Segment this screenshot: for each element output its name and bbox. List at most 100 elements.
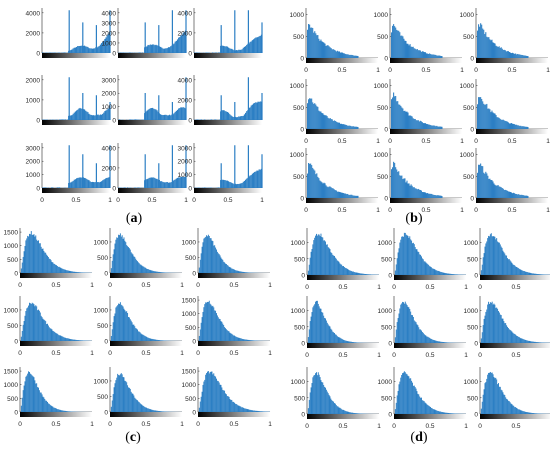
d-r2c0-bar [336, 406, 338, 414]
c-r0c1-bar [149, 269, 151, 273]
d-r0c0-bar [309, 257, 311, 275]
d-r0c0-bar [365, 274, 367, 275]
c-r0c2-bar [207, 236, 208, 273]
a-r2c1-bar [170, 182, 172, 188]
c-r0c1-bar [124, 240, 126, 273]
d-r1c1-bar [398, 313, 400, 343]
d-r0c0-bar [327, 247, 329, 275]
b-r0c2-bar [513, 53, 515, 58]
b-r0c1-bar [437, 55, 439, 58]
b-r0c1-ytick-label: 500 [377, 34, 388, 41]
b-r0c1-bar [404, 40, 406, 58]
d-r1c0-bar [342, 339, 344, 343]
d-r2c0-bar [338, 407, 340, 414]
d-r0c0-ytick-label: 0 [301, 273, 305, 280]
d-r0c2-bar [483, 253, 485, 275]
a-r0c0-bar [80, 45, 82, 53]
a-r2c1-spike [185, 145, 187, 188]
b-r1c2-bar [506, 121, 508, 129]
a-r1c1-bar [164, 114, 166, 120]
d-r0c0-bar [343, 267, 345, 275]
a-r2c2-bar [251, 173, 253, 188]
a-r2c0-bar [83, 177, 86, 188]
a-r1c2-bar [214, 119, 216, 120]
b-r2c1-bar [393, 161, 395, 198]
a-r0c0-gray-ramp [42, 53, 110, 58]
d-r1c0-bar [308, 329, 310, 343]
d-r1c2-bar [540, 342, 542, 343]
b-r1c2-xtick-label: 0.5 [507, 138, 516, 145]
d-r0c2-bar [484, 246, 486, 275]
c-r2c1-bar [155, 410, 156, 412]
c-r2c0-bar [64, 410, 66, 412]
d-r2c2-bar [523, 411, 525, 414]
a-r2c1-bar [166, 182, 168, 188]
d-r1c0-bar [334, 332, 335, 343]
d-r0c0-bar [316, 235, 318, 275]
d-r1c1-bar [412, 316, 414, 343]
c-r0c2-bar [224, 262, 226, 273]
b-r1c2-bar [480, 97, 482, 129]
d-r2c1-bar [447, 412, 449, 414]
c-r1c1-bar [119, 302, 121, 341]
b-r2c2-ytick-label: 500 [463, 174, 474, 181]
c-r2c1-bar [144, 406, 146, 412]
d-r0c2-bar [523, 271, 525, 275]
c-r2c1-bar [121, 374, 123, 412]
c-r0c1-bar [111, 260, 113, 273]
c-r0c2-ytick-label: 500 [185, 255, 196, 262]
c-r0c2-xtick-label: 0.5 [229, 282, 238, 289]
c-r1c1-bar [123, 308, 125, 341]
b-r0c0-bar [323, 42, 325, 58]
a-r2c2-bar [231, 182, 233, 188]
b-r2c2-bar [481, 165, 483, 198]
c-r2c0-bar [53, 407, 55, 412]
b-r0c0-bar [313, 32, 315, 58]
c-r1c1-bar [163, 340, 165, 341]
c-r2c0-bar [45, 400, 47, 412]
d-r2c1-bar [411, 380, 413, 414]
d-r2c1-bar [445, 412, 447, 414]
a-r2c0-bar [72, 180, 74, 188]
d-r0c1-bar [450, 273, 452, 275]
d-r2c1-bar [421, 400, 423, 414]
c-r1c1-bar [139, 332, 141, 341]
c-r1c0-bar [74, 339, 75, 341]
c-r0c0-bar [31, 234, 33, 273]
c-r2c1-bar [137, 400, 138, 412]
b-r0c2-bar [495, 45, 497, 58]
c-r1c1-bar [141, 334, 143, 341]
d-r1c1-bar [413, 320, 415, 343]
a-r0c0-spike [109, 10, 111, 53]
c-r2c0-bar [28, 371, 30, 412]
b-r0c2-xtick-label: 1 [546, 67, 550, 74]
b-r2c0-bar [324, 183, 326, 198]
a-r0c2-bar [252, 39, 255, 53]
d-r0c2-bar [494, 236, 496, 275]
a-r0c2-bar [254, 38, 256, 53]
d-r0c1-bar [417, 251, 419, 275]
d-r1c1-bar [406, 305, 408, 343]
d-r1c1-bar [445, 342, 447, 343]
a-r1c2-bar [204, 119, 206, 120]
d-r2c1-bar [399, 381, 401, 414]
b-r1c2-ytick-label: 1000 [460, 83, 475, 90]
d-r0c1-bar [401, 236, 403, 275]
c-r1c1-bar [159, 340, 161, 341]
a-r2c1-bar [152, 177, 154, 188]
b-r1c0-bar [345, 124, 347, 129]
b-r1c0-bar [334, 120, 336, 129]
c-r1c2-gray-ramp [198, 341, 270, 346]
a-r1c0-bar [86, 111, 88, 120]
c-r0c2-gray-ramp [198, 273, 270, 278]
c-r0c0-bar [56, 265, 57, 273]
d-r1c1-bar [401, 303, 403, 343]
d-r1c1-ytick-label: 1000 [378, 308, 393, 315]
b-r0c1-bar [405, 40, 407, 58]
b-r2c1-bar [391, 169, 393, 198]
a-r2c1-bar [173, 179, 175, 188]
d-r0c1-bar [409, 236, 411, 275]
c-r0c0-bar [78, 272, 80, 273]
c-r1c1-bar [143, 335, 145, 341]
b-r2c1-bar [412, 187, 414, 198]
